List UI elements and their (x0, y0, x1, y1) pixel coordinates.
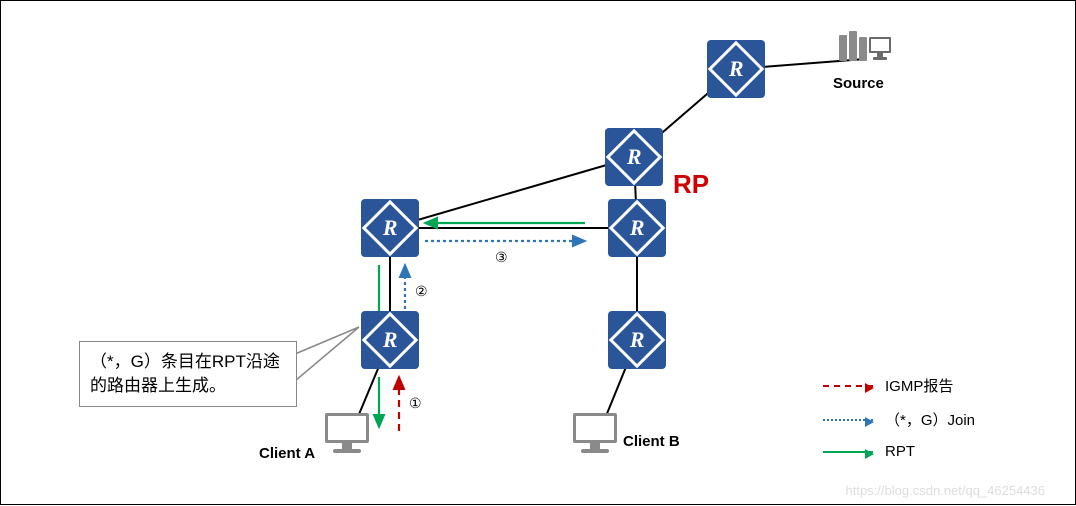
legend-igmp-label: IGMP报告 (885, 375, 953, 396)
rp-label: RP (673, 169, 709, 200)
router-source-side: R (707, 40, 765, 98)
step-3: ③ (495, 249, 508, 266)
router-client-a-side: R (361, 311, 419, 369)
router-top: R (605, 128, 663, 186)
client-a-label: Client A (259, 445, 315, 462)
topology-svg (1, 1, 1076, 506)
legend-join-label: （*，G）Join (885, 409, 975, 430)
router-client-b-side: R (608, 311, 666, 369)
callout-text: （*，G）条目在RPT沿途的路由器上生成。 (90, 352, 280, 395)
client-b-label: Client B (623, 433, 680, 450)
step-2: ② (415, 283, 428, 300)
router-left: R (361, 199, 419, 257)
watermark: https://blog.csdn.net/qq_46254436 (846, 483, 1046, 498)
legend-join: （*，G）Join (823, 409, 975, 430)
source-label: Source (833, 75, 884, 92)
legend-igmp: IGMP报告 (823, 375, 953, 396)
client-b-icon (571, 413, 619, 457)
router-rp: R (608, 199, 666, 257)
source-icon (837, 29, 893, 71)
client-a-icon (323, 413, 371, 457)
callout-box: （*，G）条目在RPT沿途的路由器上生成。 (79, 341, 297, 407)
legend-rpt-label: RPT (885, 443, 915, 460)
step-1: ① (409, 395, 422, 412)
legend-rpt: RPT (823, 443, 915, 460)
